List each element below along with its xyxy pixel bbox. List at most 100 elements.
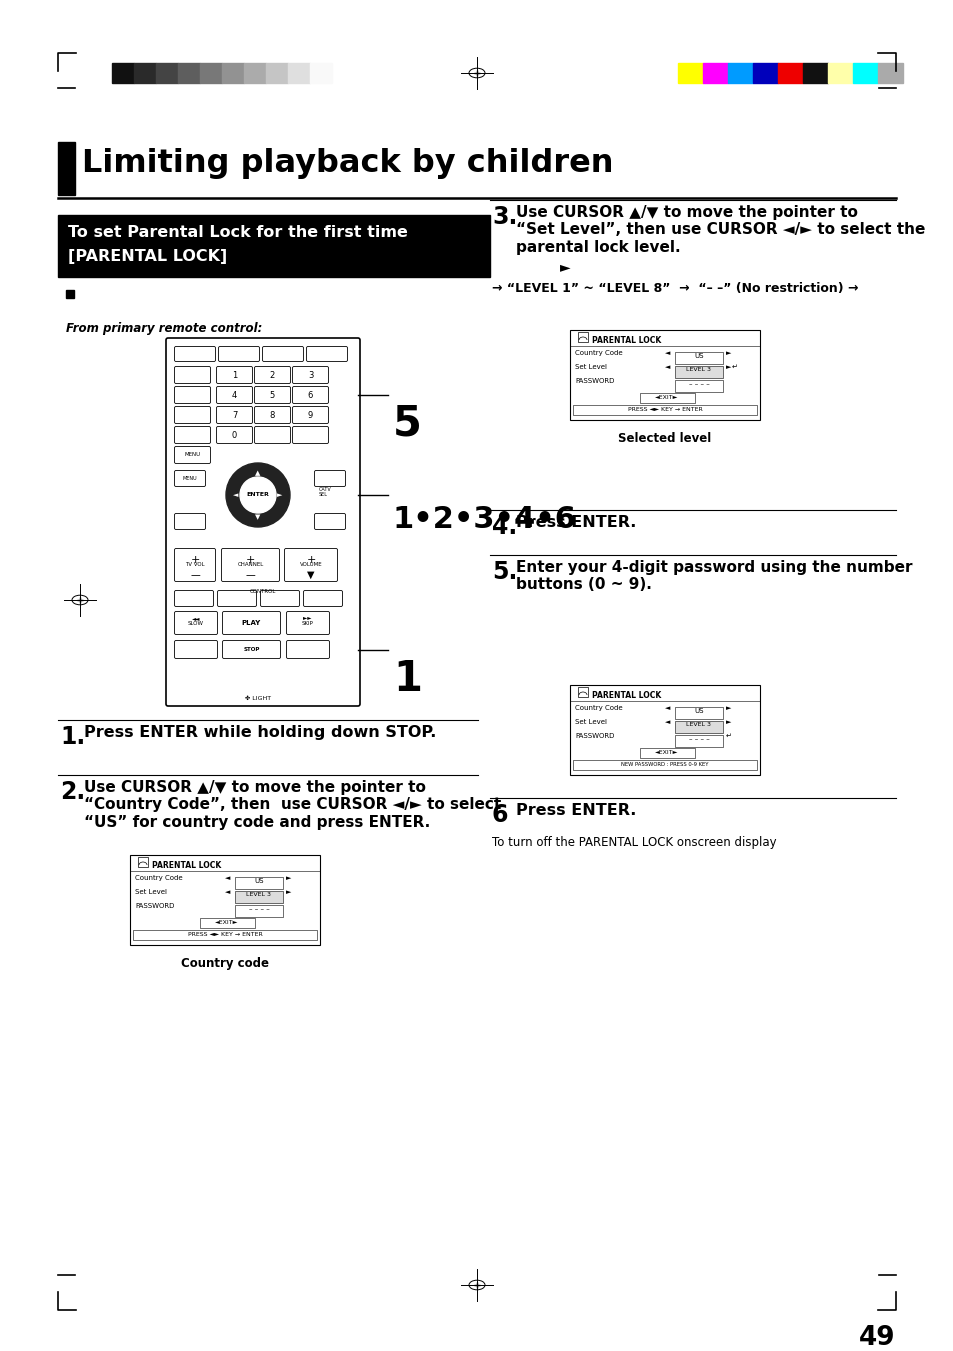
FancyBboxPatch shape (174, 386, 211, 404)
Text: ✤ LIGHT: ✤ LIGHT (245, 696, 271, 701)
Text: Country code: Country code (181, 957, 269, 970)
Text: PARENTAL LOCK: PARENTAL LOCK (592, 336, 660, 345)
FancyBboxPatch shape (303, 590, 342, 607)
Text: 2: 2 (270, 370, 274, 380)
Bar (675, 353, 722, 363)
Text: – – – –: – – – – (688, 381, 709, 386)
FancyBboxPatch shape (216, 427, 253, 443)
Text: ►► 
SKIP: ►► SKIP (302, 616, 314, 627)
Text: Set Level: Set Level (135, 889, 167, 894)
Text: PARENTAL LOCK: PARENTAL LOCK (152, 861, 221, 870)
Text: 3: 3 (308, 370, 313, 380)
Bar (569, 330, 760, 420)
Text: buttons (0 ~ 9).: buttons (0 ~ 9). (516, 577, 651, 592)
Bar (244, 63, 266, 82)
Text: – – – –: – – – – (249, 907, 269, 912)
Bar (727, 63, 752, 82)
Text: Country Code: Country Code (135, 875, 182, 881)
Text: Use CURSOR ▲/▼ to move the pointer to: Use CURSOR ▲/▼ to move the pointer to (516, 205, 857, 220)
Text: ►: ► (559, 259, 570, 274)
Bar (234, 892, 283, 902)
Text: – – – –: – – – – (688, 736, 709, 742)
Text: PARENTAL LOCK: PARENTAL LOCK (592, 690, 660, 700)
Circle shape (240, 477, 275, 513)
FancyBboxPatch shape (174, 446, 211, 463)
FancyBboxPatch shape (262, 346, 303, 362)
Bar (675, 366, 722, 378)
Text: Press ENTER while holding down STOP.: Press ENTER while holding down STOP. (84, 725, 436, 740)
FancyBboxPatch shape (222, 612, 280, 635)
Bar (675, 735, 722, 747)
Text: ◄: ◄ (225, 875, 230, 881)
Bar (310, 63, 332, 82)
Bar (200, 917, 254, 928)
Bar (234, 905, 283, 917)
Text: 2.: 2. (60, 780, 85, 804)
FancyBboxPatch shape (174, 612, 217, 635)
Bar (675, 707, 722, 719)
FancyBboxPatch shape (174, 366, 211, 384)
FancyBboxPatch shape (222, 640, 280, 658)
Text: —: — (245, 570, 254, 580)
Text: ◄EXIT►: ◄EXIT► (655, 750, 678, 755)
FancyBboxPatch shape (174, 640, 217, 658)
Text: ◄: ◄ (225, 889, 230, 894)
Text: 6: 6 (308, 390, 313, 400)
Bar (200, 63, 222, 82)
Text: —: — (190, 570, 200, 580)
Text: ►: ► (725, 363, 731, 370)
FancyBboxPatch shape (314, 513, 345, 530)
Text: PASSWORD: PASSWORD (575, 378, 614, 384)
Text: 5: 5 (393, 403, 421, 444)
FancyBboxPatch shape (254, 407, 291, 423)
Bar (222, 63, 244, 82)
Text: Limiting playback by children: Limiting playback by children (82, 149, 613, 178)
Text: CONTROL: CONTROL (250, 589, 276, 594)
Text: ◄EXIT►: ◄EXIT► (655, 394, 678, 400)
Text: ▲: ▲ (255, 470, 260, 476)
Text: PRESS ◄► KEY → ENTER: PRESS ◄► KEY → ENTER (188, 932, 262, 938)
Text: 4: 4 (232, 390, 237, 400)
Text: +: + (245, 555, 254, 565)
FancyBboxPatch shape (286, 640, 329, 658)
Text: CATV
SEL: CATV SEL (318, 486, 332, 497)
Text: 3.: 3. (492, 205, 517, 230)
FancyBboxPatch shape (174, 407, 211, 423)
Text: ◄: ◄ (664, 705, 670, 711)
Text: LEVEL 3: LEVEL 3 (246, 892, 272, 897)
Bar (678, 63, 702, 82)
Text: Press ENTER.: Press ENTER. (516, 515, 636, 530)
Text: CHANNEL: CHANNEL (237, 562, 263, 567)
Text: 1•2•3•4•6: 1•2•3•4•6 (393, 505, 577, 534)
FancyBboxPatch shape (216, 386, 253, 404)
Text: ↵: ↵ (725, 734, 731, 739)
Text: ↵: ↵ (731, 363, 737, 370)
Text: 5.: 5. (492, 561, 517, 584)
Text: US: US (694, 353, 703, 359)
FancyBboxPatch shape (293, 386, 328, 404)
FancyBboxPatch shape (286, 612, 329, 635)
FancyBboxPatch shape (174, 470, 205, 486)
Text: ►: ► (277, 492, 282, 499)
Text: 0: 0 (232, 431, 237, 439)
FancyBboxPatch shape (254, 386, 291, 404)
Text: Selected level: Selected level (618, 432, 711, 444)
Text: PLAY: PLAY (242, 620, 261, 626)
Text: “US” for country code and press ENTER.: “US” for country code and press ENTER. (84, 815, 430, 830)
FancyBboxPatch shape (221, 549, 279, 581)
FancyBboxPatch shape (218, 346, 259, 362)
FancyBboxPatch shape (306, 346, 347, 362)
Bar (702, 63, 727, 82)
FancyBboxPatch shape (293, 427, 328, 443)
Text: ◄EXIT►: ◄EXIT► (215, 920, 238, 925)
FancyBboxPatch shape (284, 549, 337, 581)
Text: Enter your 4-digit password using the number: Enter your 4-digit password using the nu… (516, 561, 911, 576)
Bar (852, 63, 877, 82)
FancyBboxPatch shape (174, 549, 215, 581)
Bar (802, 63, 827, 82)
Bar (578, 688, 587, 697)
Bar (639, 748, 695, 758)
Text: To set Parental Lock for the first time: To set Parental Lock for the first time (68, 226, 408, 240)
FancyBboxPatch shape (217, 590, 256, 607)
FancyBboxPatch shape (314, 470, 345, 486)
